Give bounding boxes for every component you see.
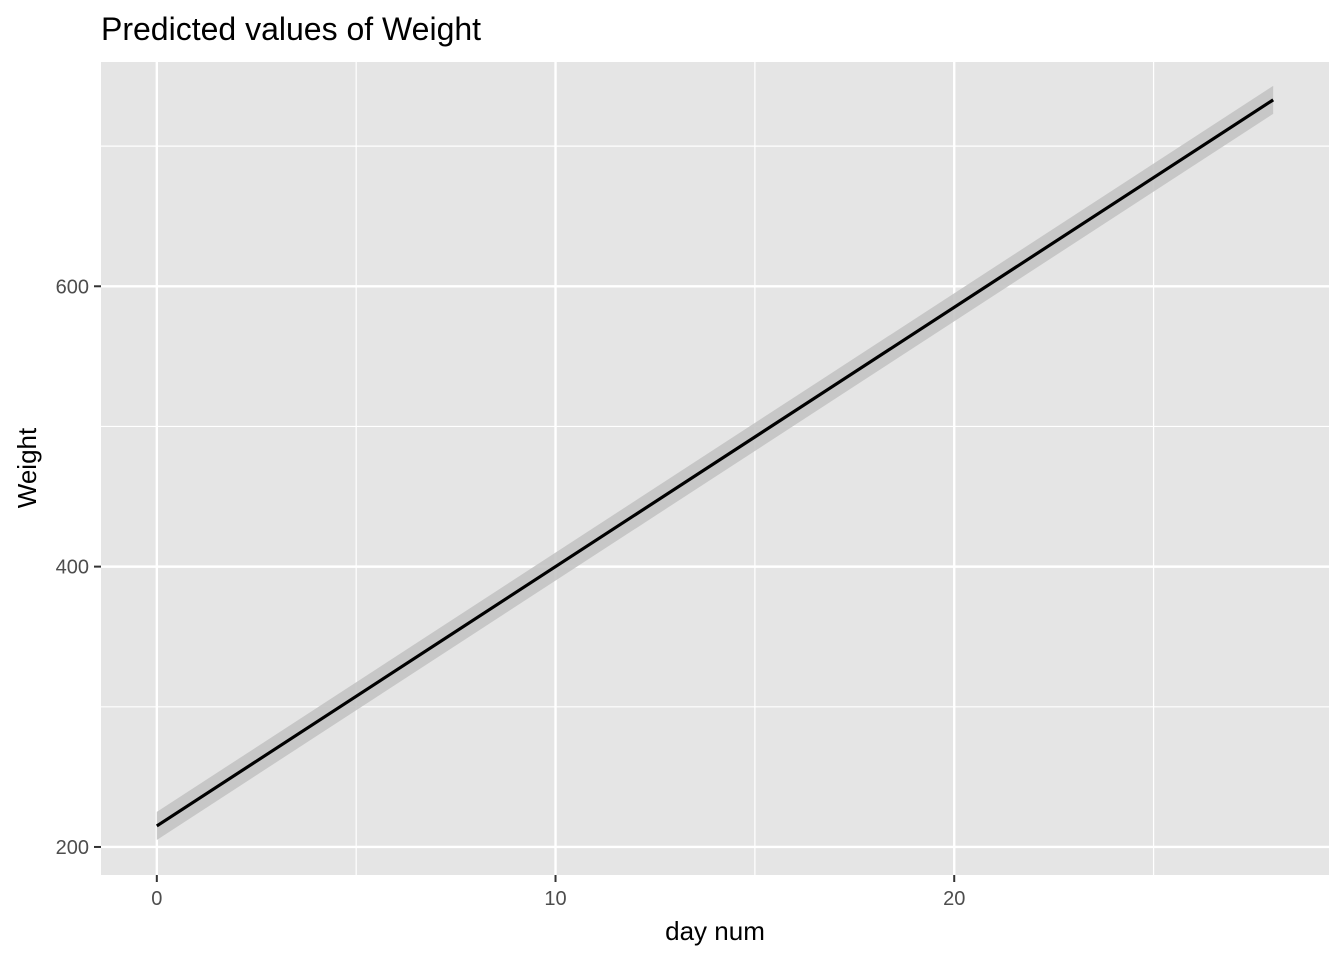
grid-minor — [101, 62, 1329, 875]
y-tick-label: 200 — [56, 837, 89, 859]
y-axis: 200 400 600 — [56, 276, 101, 859]
prediction-line — [155, 98, 1275, 828]
x-tick-label: 10 — [544, 888, 566, 910]
x-axis: 0 10 20 — [151, 875, 965, 910]
x-axis-label: day num — [665, 916, 765, 946]
chart-title: Predicted values of Weight — [101, 11, 481, 47]
y-tick-label: 400 — [56, 557, 89, 579]
y-axis-label: Weight — [12, 427, 42, 508]
grid-major — [101, 62, 1329, 875]
y-tick-label: 600 — [56, 276, 89, 298]
x-tick-label: 0 — [151, 888, 162, 910]
prediction-lines — [155, 98, 1275, 828]
x-tick-label: 20 — [943, 888, 965, 910]
